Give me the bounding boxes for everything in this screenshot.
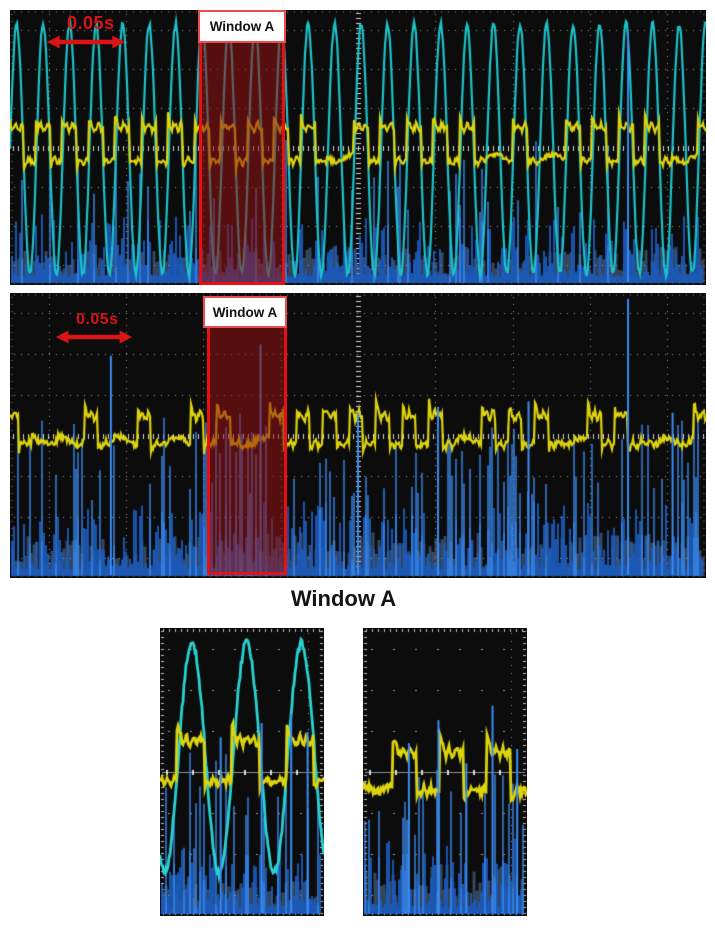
scope-capture-top: 0.05s Window A (10, 10, 706, 285)
scope-bottom-waveform-canvas (10, 293, 706, 578)
scope-top-waveform-canvas (10, 10, 706, 285)
window-a-region-label: Window A (198, 10, 286, 43)
time-scale-label: 0.05s (76, 311, 119, 328)
window-a-region-highlight (199, 10, 285, 285)
zoom-section-title: Window A (290, 586, 397, 611)
window-a-region-label: Window A (203, 296, 287, 328)
window-a-zoom-bottom-panel (363, 628, 527, 916)
scope-capture-bottom: 0.05s Window A (10, 293, 706, 578)
double-arrow-shape (47, 35, 125, 49)
time-scale-arrow-icon (56, 330, 132, 344)
time-scale-arrow-icon (47, 35, 125, 49)
zoom-right-waveform-canvas (363, 628, 527, 916)
time-scale-label: 0.05s (67, 13, 115, 33)
double-arrow-shape (56, 330, 132, 344)
window-a-zoom-top-panel (160, 628, 324, 916)
zoom-left-waveform-canvas (160, 628, 324, 916)
window-a-region-highlight (207, 296, 287, 575)
